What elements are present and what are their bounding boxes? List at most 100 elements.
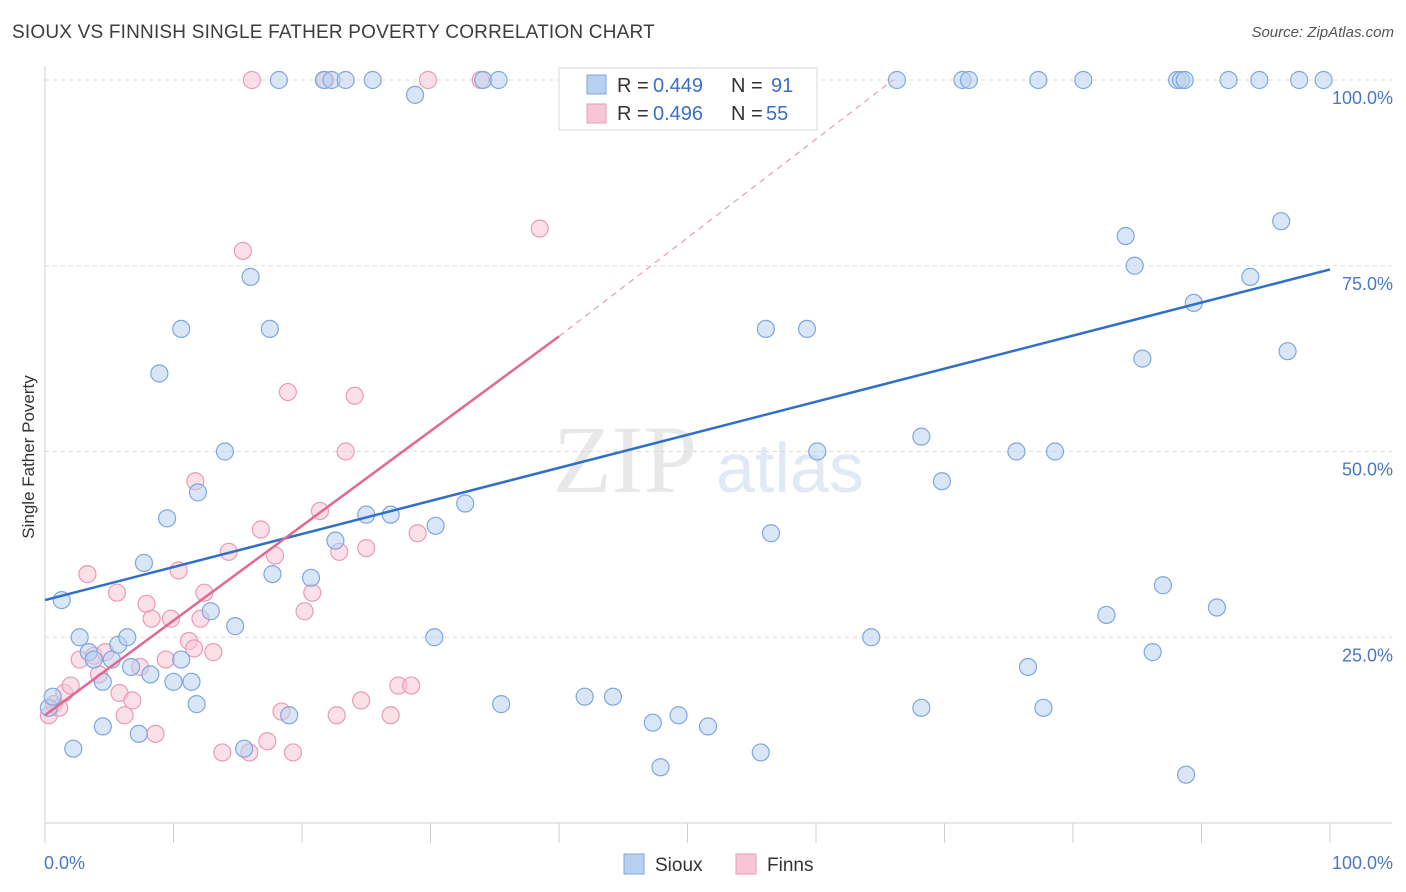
sioux-point-24 [201, 602, 220, 621]
sioux-point-86 [1278, 342, 1297, 361]
sioux-point-46 [492, 695, 511, 714]
y-tick-label-25: 25.0% [1342, 645, 1393, 665]
sioux-point-69 [1074, 70, 1093, 90]
sioux-point-42 [426, 516, 445, 535]
legend-finns-swatch [586, 103, 607, 124]
sioux-point-85 [1272, 212, 1291, 231]
trend-lines [44, 79, 1331, 717]
finns-point-54 [530, 219, 549, 238]
sioux-point-3 [64, 739, 83, 758]
sioux-point-16 [150, 364, 169, 383]
sioux-point-53 [751, 743, 770, 762]
sioux-point-26 [226, 617, 245, 636]
sioux-point-37 [336, 70, 355, 90]
sioux-point-90 [698, 717, 718, 736]
sioux-point-68 [1045, 442, 1065, 461]
sioux-point-18 [164, 672, 183, 691]
legend-sioux-r-value: 0.449 [653, 75, 703, 97]
sioux-point-17 [157, 509, 177, 528]
sioux-point-59 [912, 698, 931, 717]
finns-point-22 [184, 639, 204, 658]
sioux-point-57 [862, 628, 881, 647]
sioux-point-13 [129, 724, 148, 743]
finns-point-16 [142, 609, 161, 628]
sioux-point-72 [1125, 256, 1144, 275]
finns-point-17 [146, 724, 165, 743]
legend-finns-r-label: R = [617, 103, 649, 125]
sioux-point-30 [263, 564, 282, 584]
sioux-point-43 [456, 494, 475, 513]
legend-finns-n-label: N = [731, 103, 763, 125]
sioux-point-22 [187, 695, 206, 714]
sioux-point-88 [1314, 70, 1333, 90]
sioux-point-81 [1207, 598, 1227, 617]
legend-finns-r-value: 0.496 [653, 103, 703, 125]
x-tick-label-min: 0.0% [44, 853, 85, 873]
grid-lines [45, 79, 1392, 638]
y-tick-label-100: 100.0% [1332, 88, 1393, 108]
legend-sioux-n-label: N = [731, 75, 763, 97]
finns-point-19 [161, 609, 181, 628]
sioux-point-51 [669, 706, 688, 725]
sioux-point-65 [1018, 657, 1038, 677]
sioux-point-21 [182, 672, 201, 691]
sioux-point-67 [1034, 698, 1053, 717]
finns-point-45 [381, 706, 400, 725]
legend-sioux-r-label: R = [617, 75, 649, 97]
sioux-point-11 [118, 628, 137, 647]
bottom-legend-finns-label: Finns [767, 855, 813, 876]
sioux-point-74 [1143, 643, 1162, 662]
y-tick-labels: 25.0% 50.0% 75.0% 100.0% [1332, 88, 1393, 665]
bottom-legend-finns-swatch [735, 853, 757, 875]
sioux-point-75 [1153, 576, 1173, 595]
finns-trend-line [44, 335, 560, 717]
chart-source: Source: ZipAtlas.com [1251, 24, 1394, 41]
finns-point-25 [204, 643, 223, 662]
sioux-point-1 [43, 687, 62, 706]
watermark-zip: ZIP [553, 406, 697, 513]
sioux-point-12 [121, 657, 141, 677]
sioux-point-31 [269, 70, 288, 90]
finns-point-30 [251, 520, 270, 539]
finns-point-35 [283, 743, 303, 762]
sioux-point-73 [1133, 349, 1152, 368]
sioux-point-89 [425, 628, 444, 647]
finns-point-36 [295, 602, 314, 621]
finns-point-50 [242, 70, 261, 90]
finns-point-4 [61, 676, 80, 695]
sioux-point-36 [326, 531, 345, 550]
finns-point-34 [278, 382, 297, 402]
finns-point-52 [418, 70, 438, 90]
legend-finns-n-value: 55 [766, 103, 788, 125]
sioux-trend-line [44, 268, 1331, 602]
sioux-point-54 [761, 524, 781, 543]
sioux-point-83 [1241, 267, 1260, 286]
sioux-point-19 [172, 319, 191, 339]
bottom-legend-sioux-swatch [623, 853, 645, 875]
finns-trend-extension [558, 79, 894, 337]
sioux-point-52 [756, 319, 775, 339]
sioux-point-87 [1290, 70, 1309, 90]
sioux-point-78 [1175, 70, 1194, 90]
finns-point-12 [115, 706, 134, 725]
sioux-point-32 [280, 706, 299, 725]
bottom-legend-sioux-label: Sioux [655, 855, 703, 876]
finns-point-10 [107, 583, 127, 602]
sioux-point-49 [643, 713, 662, 732]
finns-point-28 [233, 241, 252, 260]
sioux-point-7 [93, 717, 112, 736]
finns-point-42 [345, 386, 364, 405]
watermark-atlas: atlas [716, 429, 864, 507]
sioux-point-15 [141, 665, 160, 684]
y-tick-label-50: 50.0% [1342, 460, 1393, 480]
sioux-point-39 [363, 70, 382, 90]
sioux-point-14 [134, 553, 154, 573]
legend-box: R = 0.449 N = 91 R = 0.496 N = 55 [558, 67, 818, 131]
finns-point-43 [352, 691, 371, 710]
legend-sioux-n-value: 91 [771, 75, 793, 97]
sioux-point-56 [808, 442, 827, 461]
finns-point-26 [213, 743, 232, 762]
sioux-points [39, 70, 1333, 784]
sioux-point-50 [651, 758, 670, 777]
